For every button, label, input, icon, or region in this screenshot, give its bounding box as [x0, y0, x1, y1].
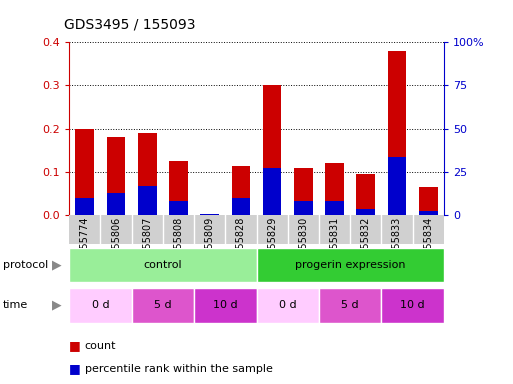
Bar: [263, 167, 282, 215]
Bar: [107, 194, 125, 215]
Bar: [325, 201, 344, 215]
Bar: [231, 166, 250, 215]
Bar: [388, 51, 406, 215]
Text: 5 d: 5 d: [341, 300, 359, 310]
Text: protocol: protocol: [3, 260, 48, 270]
Text: count: count: [85, 341, 116, 351]
Bar: [169, 161, 188, 215]
Bar: [357, 209, 375, 215]
Bar: [294, 201, 312, 215]
Text: ▶: ▶: [52, 258, 62, 271]
Text: 10 d: 10 d: [213, 300, 238, 310]
Text: GSM255774: GSM255774: [80, 217, 90, 276]
Text: GSM255831: GSM255831: [329, 217, 340, 276]
Text: GSM255833: GSM255833: [392, 217, 402, 276]
Bar: [138, 133, 156, 215]
Bar: [231, 198, 250, 215]
Text: GSM255832: GSM255832: [361, 217, 371, 276]
Text: GSM255829: GSM255829: [267, 217, 277, 276]
Bar: [319, 288, 381, 323]
Text: ■: ■: [69, 362, 81, 375]
Text: ▶: ▶: [52, 299, 62, 312]
Bar: [75, 129, 94, 215]
Text: percentile rank within the sample: percentile rank within the sample: [85, 364, 272, 374]
Text: GSM255834: GSM255834: [423, 217, 433, 276]
Bar: [200, 214, 219, 215]
Bar: [256, 288, 319, 323]
Bar: [75, 198, 94, 215]
Bar: [388, 157, 406, 215]
Text: 0 d: 0 d: [279, 300, 297, 310]
Bar: [107, 137, 125, 215]
Bar: [200, 214, 219, 215]
Bar: [169, 201, 188, 215]
Bar: [294, 167, 312, 215]
Text: 10 d: 10 d: [400, 300, 425, 310]
Bar: [138, 186, 156, 215]
Bar: [357, 174, 375, 215]
Bar: [263, 84, 282, 215]
Text: GDS3495 / 155093: GDS3495 / 155093: [64, 17, 195, 31]
Text: GSM255830: GSM255830: [299, 217, 308, 276]
Bar: [132, 288, 194, 323]
Text: GSM255808: GSM255808: [173, 217, 184, 276]
Text: 0 d: 0 d: [92, 300, 109, 310]
Text: GSM255809: GSM255809: [205, 217, 214, 276]
Text: GSM255828: GSM255828: [236, 217, 246, 276]
Text: control: control: [144, 260, 182, 270]
Bar: [419, 187, 438, 215]
Text: ■: ■: [69, 339, 81, 352]
Bar: [325, 163, 344, 215]
Text: GSM255807: GSM255807: [142, 217, 152, 276]
Bar: [256, 248, 444, 282]
Text: 5 d: 5 d: [154, 300, 172, 310]
Bar: [69, 248, 256, 282]
Bar: [381, 288, 444, 323]
Text: time: time: [3, 300, 28, 310]
Bar: [194, 288, 256, 323]
Text: GSM255806: GSM255806: [111, 217, 121, 276]
Bar: [69, 288, 132, 323]
Bar: [419, 211, 438, 215]
Text: progerin expression: progerin expression: [295, 260, 405, 270]
